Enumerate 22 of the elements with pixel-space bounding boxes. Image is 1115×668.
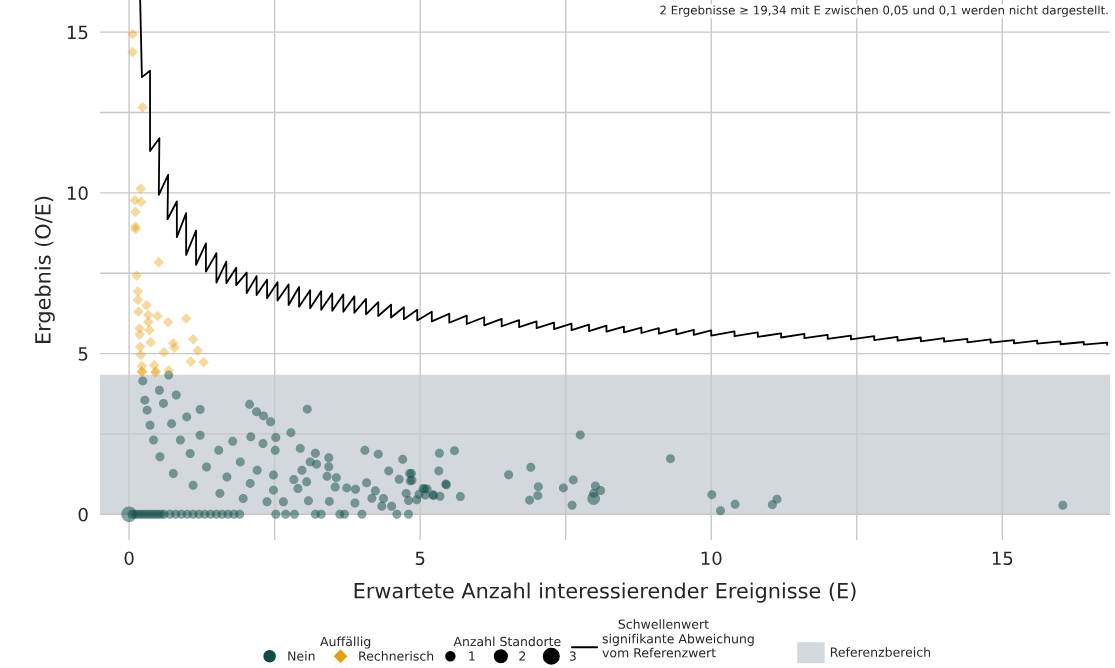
legend-label: Nein xyxy=(288,651,315,661)
x-tick-label: 15 xyxy=(992,551,1013,566)
x-axis-title: Erwartete Anzahl interessierender Ereignisse (E) xyxy=(354,582,856,603)
x-tick-label: 0 xyxy=(124,551,134,566)
y-tick-label: 10 xyxy=(67,186,88,200)
legend-label: 1 xyxy=(469,651,475,661)
legend-label: 2 xyxy=(519,651,526,661)
x-tick-label: 5 xyxy=(415,551,425,566)
y-tick-label: 15 xyxy=(67,25,88,40)
legend-label: signifikante Abweichung vom Referenzwert xyxy=(602,633,754,658)
y-tick-label: 0 xyxy=(78,507,88,522)
text: Anzahl Standorte xyxy=(453,636,561,647)
x-tick-label: 10 xyxy=(701,551,722,566)
annotation: 2 Ergebnisse ≥ 19,34 mit E zwischen 0,05 und 0,1 werden nicht dargestellt. xyxy=(660,5,1108,17)
y-tick-label: 5 xyxy=(78,347,88,361)
legend-label: Referenzbereich xyxy=(830,647,930,657)
text: Schwellenwert xyxy=(618,619,709,629)
legend-title: Auffällig xyxy=(320,636,371,649)
line-series xyxy=(139,0,1108,346)
legend-label: Rechnerisch xyxy=(359,651,434,661)
legend-label: 3 xyxy=(569,651,576,661)
y-axis-title: Ergebnis (O/E) xyxy=(34,196,55,343)
